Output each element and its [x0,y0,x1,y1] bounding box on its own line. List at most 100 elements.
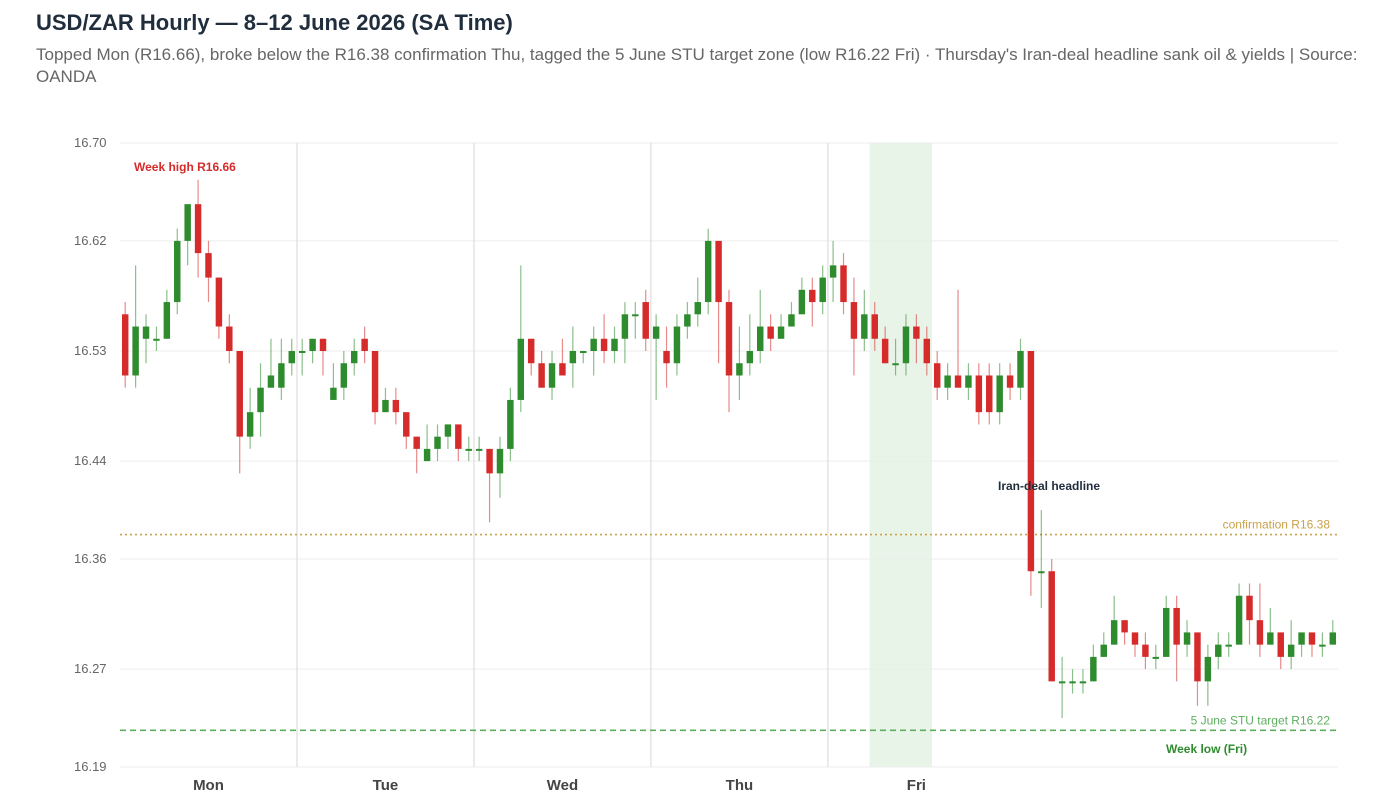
candle [278,338,285,400]
candle-body [1163,607,1170,657]
candle [736,326,743,400]
candle [288,338,295,376]
chart-title: USD/ZAR Hourly — 8–12 June 2026 (SA Time… [36,10,513,35]
candle [1287,620,1295,670]
candle [1058,656,1066,719]
candle-body [423,448,431,462]
candle-body [1027,351,1035,572]
candle [142,314,150,364]
x-tick-label: Wed [547,777,578,794]
candle-body [184,204,191,241]
candle-body [371,351,379,413]
candle [184,204,191,266]
candle-body [1319,644,1326,647]
candle [475,436,483,462]
candle [257,363,264,437]
candle [600,314,608,364]
candle-body [257,387,264,413]
candle-body [226,326,233,351]
candle [559,338,566,376]
candle [1225,632,1232,657]
x-tick-label: Tue [373,777,399,794]
candle-body [1110,620,1118,645]
candle-body [309,338,316,351]
candle [632,302,639,339]
candle-body [809,289,816,303]
target-line-label: 5 June STU target R16.22 [1191,713,1331,727]
candle [413,436,420,474]
candle [1121,620,1128,645]
candle [392,387,400,425]
candle-body [434,436,441,449]
x-tick-label: Thu [726,777,754,794]
candle [1246,583,1253,645]
candle-body [351,351,358,364]
candle-body [215,277,223,327]
candle-body [1173,607,1180,645]
candle-body [996,375,1003,413]
candle [517,265,525,413]
candle-body [174,240,181,303]
candle-body [819,277,826,303]
candle [590,326,597,376]
candle-body [507,399,514,449]
candle [423,424,431,462]
candle-body [1267,632,1274,645]
candles-layer [121,179,1337,719]
candle-body [1090,656,1097,682]
candle-body [361,338,368,351]
candle-body [652,326,660,339]
candle [1215,632,1222,670]
candle [715,240,722,364]
candle-body [840,265,847,303]
candle-body [1277,632,1284,657]
candle-body [236,351,243,437]
candle-body [1058,681,1066,684]
candle [507,387,514,462]
candle [611,326,618,364]
candle [444,424,452,449]
grid-layer [120,142,1338,768]
y-tick-label: 16.19 [74,759,107,774]
candle-body [1256,620,1264,645]
candle [1308,632,1316,657]
candle [777,314,785,339]
y-tick-label: 16.62 [74,233,107,248]
reference-lines [120,533,1338,732]
candle [298,338,306,376]
candle-body [267,375,275,388]
candle [1204,644,1212,706]
y-tick-label: 16.53 [74,343,107,358]
candle-body [829,265,837,278]
candle [861,289,868,351]
candle [236,351,243,474]
candle [1069,669,1076,694]
x-tick-label: Fri [907,777,926,794]
candle [1183,620,1191,657]
labels-layer: 16.70 16.62 16.53 16.44 16.36 16.27 16.19 Mon Tu… [74,135,1330,794]
candle-body [663,351,670,364]
candle-body [1100,644,1107,657]
candle [621,302,629,364]
candle-body [1006,375,1014,388]
candle-body [642,302,649,339]
candle [902,314,910,376]
candle [486,448,493,523]
candle [1256,583,1264,657]
candle-body [569,351,577,364]
candle [975,363,983,425]
candle [1006,363,1014,400]
y-tick-label: 16.36 [74,551,107,566]
candle [205,240,212,303]
candle-body [944,375,951,388]
candle-body [455,424,462,449]
candle [1017,338,1024,400]
confirmation-line-label: confirmation R16.38 [1223,518,1331,532]
x-tick-label: Mon [193,777,224,794]
candle-body [1152,656,1160,659]
y-tick-label: 16.27 [74,661,107,676]
candle-body [600,338,608,351]
candle [548,351,556,400]
candle-body [965,375,972,388]
candle-body [902,326,910,364]
